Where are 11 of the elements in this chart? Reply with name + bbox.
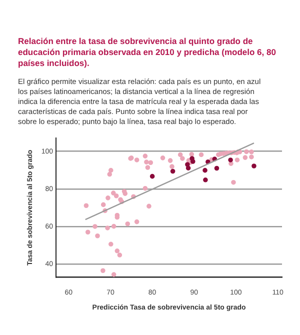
- point: [185, 162, 190, 167]
- point: [214, 166, 220, 171]
- chart-title: Relación entre la tasa de sobrevivencia al quinto grado de educación primaria observada en 2010 y predicha (modelo 6, 80 países incluidos).: [18, 36, 277, 69]
- point: [150, 174, 155, 179]
- point: [203, 178, 208, 182]
- point: [186, 166, 191, 170]
- point: [190, 159, 196, 164]
- point: [228, 158, 233, 162]
- point: [202, 168, 208, 173]
- point: [252, 164, 256, 168]
- point: [170, 168, 176, 174]
